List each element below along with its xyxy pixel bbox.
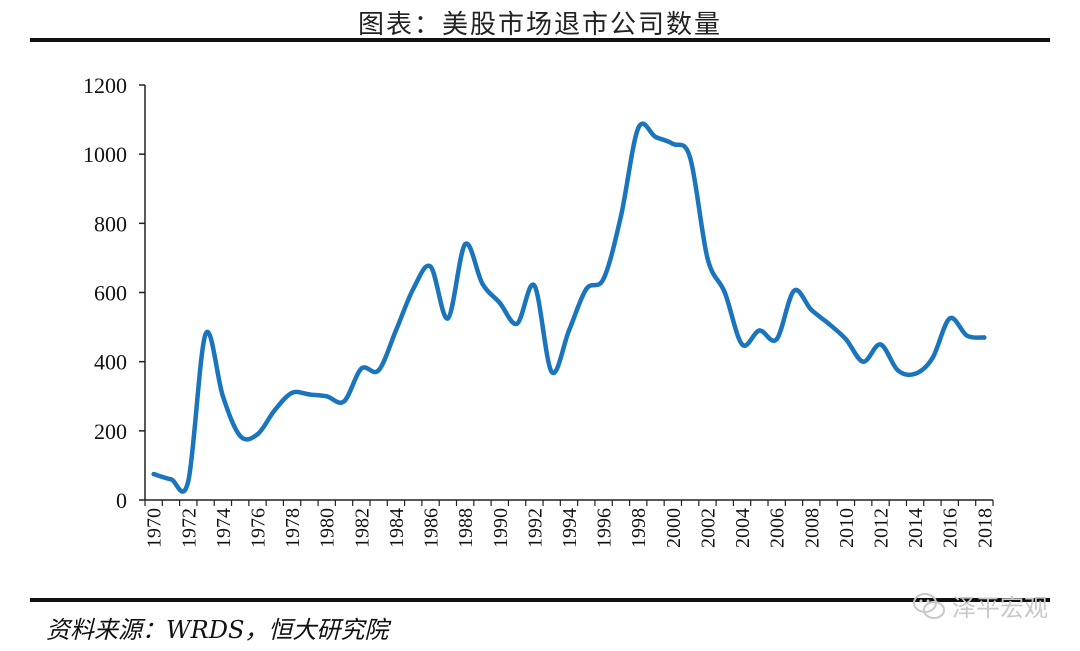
data-point: [809, 307, 814, 312]
data-point: [653, 134, 658, 140]
x-tick-label: 2014: [905, 508, 927, 548]
data-point: [687, 155, 693, 160]
x-tick-label: 2012: [871, 508, 893, 548]
data-point: [618, 214, 624, 219]
x-tick-label: 1974: [213, 508, 235, 548]
data-point: [307, 392, 312, 397]
data-point: [151, 471, 156, 477]
x-tick-label: 2010: [836, 508, 858, 548]
chart-title: 图表：美股市场退市公司数量: [357, 10, 722, 40]
data-point: [566, 328, 572, 333]
y-tick-label: 400: [94, 350, 127, 375]
y-tick-label: 0: [116, 488, 127, 513]
data-point: [186, 478, 191, 484]
chart-axes: [144, 85, 993, 501]
y-tick-label: 200: [94, 419, 127, 444]
series-line: [151, 121, 987, 494]
y-tick-label: 1200: [83, 73, 127, 98]
x-tick-label: 1986: [421, 508, 443, 548]
x-tick-label: 1984: [386, 508, 408, 548]
data-point: [359, 366, 364, 371]
x-tick-label: 1982: [351, 508, 373, 548]
data-point: [532, 283, 537, 288]
y-axis-ticks: 0 200 400 600 800 1000 1200: [83, 73, 145, 513]
data-point: [878, 342, 883, 347]
x-tick-label: 1996: [594, 508, 616, 548]
wechat-icon: [913, 592, 945, 619]
x-tick-label: 1988: [455, 508, 477, 548]
data-point: [982, 335, 987, 340]
data-point: [757, 328, 762, 333]
x-tick-label: 1970: [144, 508, 166, 548]
data-point: [480, 281, 485, 287]
data-point: [376, 368, 381, 373]
data-point: [272, 407, 277, 413]
data-point: [463, 241, 468, 247]
x-tick-label: 1976: [247, 508, 269, 548]
data-point: [514, 321, 520, 326]
x-axis-ticks: 1970 1972 1974 1976 1978 1980 1982 1984 1986 1988…: [144, 500, 996, 548]
data-point: [722, 290, 727, 295]
y-tick-label: 800: [94, 211, 127, 236]
watermark: 泽平宏观: [912, 588, 1048, 623]
x-tick-label: 1998: [628, 508, 650, 548]
data-point: [324, 394, 329, 399]
data-point: [739, 342, 745, 347]
data-point: [238, 433, 243, 439]
data-point: [826, 321, 831, 326]
data-point: [601, 276, 606, 281]
y-tick-label: 1000: [83, 142, 127, 167]
x-tick-label: 1972: [178, 508, 200, 548]
x-tick-label: 2018: [974, 508, 996, 548]
data-point: [411, 286, 416, 292]
data-point: [549, 369, 554, 375]
top-rule: [30, 38, 1050, 42]
data-point: [912, 371, 918, 376]
data-point: [393, 328, 399, 333]
data-point: [289, 390, 295, 395]
data-point: [168, 477, 174, 482]
x-tick-label: 2008: [801, 508, 823, 548]
x-tick-label: 1978: [282, 508, 304, 548]
x-tick-label: 2004: [732, 508, 754, 548]
data-point: [255, 432, 260, 437]
data-point: [497, 300, 502, 306]
data-point: [584, 286, 589, 292]
data-point: [895, 368, 900, 373]
x-tick-label: 2000: [663, 508, 685, 548]
data-point: [428, 264, 433, 269]
data-point: [670, 141, 675, 146]
watermark-text: 泽平宏观: [952, 594, 1048, 622]
x-tick-label: 1980: [317, 508, 339, 548]
data-point: [705, 255, 710, 261]
x-tick-label: 2002: [697, 508, 719, 548]
data-point: [774, 337, 779, 342]
data-point: [843, 337, 849, 342]
data-point: [964, 333, 970, 338]
data-point: [636, 126, 641, 131]
bottom-rule: [30, 598, 1050, 602]
data-point: [861, 359, 866, 364]
data-point: [220, 394, 226, 399]
x-tick-label: 1994: [559, 508, 581, 548]
y-tick-label: 600: [94, 281, 127, 306]
x-tick-label: 1992: [524, 508, 546, 548]
data-point: [445, 316, 451, 321]
data-point: [791, 288, 797, 293]
x-tick-label: 2016: [940, 508, 962, 548]
source-note: 资料来源：WRDS，恒大研究院: [46, 616, 389, 644]
series-layer: [151, 121, 987, 494]
x-tick-label: 2006: [767, 508, 789, 548]
data-point: [947, 316, 952, 321]
x-tick-label: 1990: [490, 508, 512, 548]
data-point: [930, 356, 935, 361]
data-point: [341, 399, 347, 404]
data-point: [203, 331, 208, 337]
